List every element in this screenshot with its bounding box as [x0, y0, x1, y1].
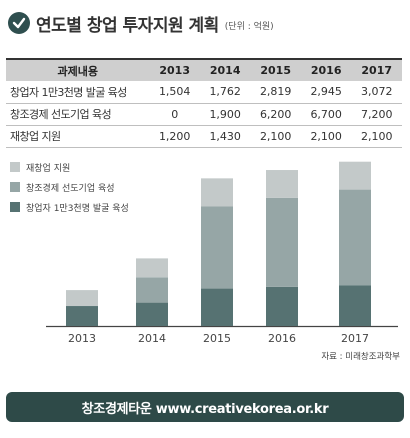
- table-row: 재창업 지원 1,200 1,430 2,100 2,100 2,100: [6, 125, 402, 148]
- bar-segment: [66, 290, 98, 307]
- data-table: 과제내용 2013 2014 2015 2016 2017 창업자 1만3천명 …: [6, 58, 402, 148]
- table-row: 창조경제 선도기업 육성 0 1,900 6,200 6,700 7,200: [6, 103, 402, 126]
- table-cell: 2,100: [351, 125, 402, 148]
- legend-swatch-restart: [10, 162, 20, 172]
- table-cell: 1,900: [199, 103, 251, 126]
- table-header-row: 과제내용 2013 2014 2015 2016 2017: [6, 58, 402, 81]
- x-tick-label: 2013: [68, 332, 96, 345]
- x-tick-label: 2016: [268, 332, 296, 345]
- table-cell: 2,100: [250, 125, 301, 148]
- table-cell: 1,430: [199, 125, 251, 148]
- table-header-year: 2013: [149, 58, 200, 81]
- stacked-bar-chart: 2013 2014 2015 2016 2017: [46, 161, 398, 345]
- bar-segment: [266, 286, 298, 326]
- legend-label: 창업자 1만3천명 발굴 육성: [26, 203, 129, 214]
- table-row-label: 재창업 지원: [6, 125, 150, 148]
- x-tick-label: 2015: [203, 332, 231, 345]
- legend-item-leading: 창조경제 선도기업 육성: [10, 180, 129, 194]
- table-row-label: 창조경제 선도기업 육성: [6, 103, 150, 126]
- check-icon: [8, 12, 30, 34]
- chart-legend: 재창업 지원 창조경제 선도기업 육성 창업자 1만3천명 발굴 육성: [10, 160, 129, 220]
- bar-segment: [201, 288, 233, 326]
- table-cell: 6,700: [300, 103, 352, 126]
- table-cell: 3,072: [351, 81, 402, 104]
- bar-segment: [136, 277, 168, 303]
- table-header-year: 2015: [250, 58, 301, 81]
- x-tick-label: 2017: [341, 332, 369, 345]
- bar-segment: [136, 258, 168, 278]
- table-cell: 1,762: [199, 81, 251, 104]
- x-tick-label: 2014: [138, 332, 166, 345]
- bar-segment: [266, 170, 298, 198]
- table-cell: 1,200: [149, 125, 200, 148]
- table-row-label: 창업자 1만3천명 발굴 육성: [6, 81, 150, 104]
- table-header-year: 2017: [351, 58, 402, 81]
- table-header-year: 2016: [300, 58, 352, 81]
- bar-segment: [66, 306, 98, 326]
- table-cell: 7,200: [351, 103, 402, 126]
- table-cell: 2,945: [300, 81, 352, 104]
- bar-segment: [339, 161, 371, 190]
- legend-label: 창조경제 선도기업 육성: [26, 183, 115, 194]
- legend-label: 재창업 지원: [26, 163, 71, 174]
- table-row: 창업자 1만3천명 발굴 육성 1,504 1,762 2,819 2,945 …: [6, 81, 402, 104]
- table-cell: 2,819: [250, 81, 301, 104]
- legend-item-startup: 창업자 1만3천명 발굴 육성: [10, 200, 129, 214]
- bar-segment: [339, 285, 371, 326]
- table-header-label: 과제내용: [6, 58, 150, 81]
- legend-item-restart: 재창업 지원: [10, 160, 129, 174]
- legend-swatch-leading: [10, 182, 20, 192]
- table-cell: 6,200: [250, 103, 301, 126]
- page-title: 연도별 창업 투자지원 계획: [36, 15, 219, 36]
- footer-banner[interactable]: 창조경제타운 www.creativekorea.or.kr: [6, 392, 404, 422]
- bar-segment: [266, 197, 298, 287]
- table-cell: 1,504: [149, 81, 200, 104]
- title-row: 연도별 창업 투자지원 계획 (단위 : 억원): [8, 8, 274, 38]
- table-cell: 0: [149, 103, 200, 126]
- legend-swatch-startup: [10, 202, 20, 212]
- bar-segment: [136, 302, 168, 326]
- unit-label: (단위 : 억원): [224, 21, 274, 32]
- bar-segment: [339, 189, 371, 286]
- bar-segment: [201, 206, 233, 289]
- table-cell: 2,100: [300, 125, 352, 148]
- footer-text[interactable]: 창조경제타운 www.creativekorea.or.kr: [81, 401, 329, 417]
- table-header-year: 2014: [199, 58, 251, 81]
- source-note: 자료 : 미래창조과학부: [321, 352, 400, 362]
- bar-segment: [201, 178, 233, 207]
